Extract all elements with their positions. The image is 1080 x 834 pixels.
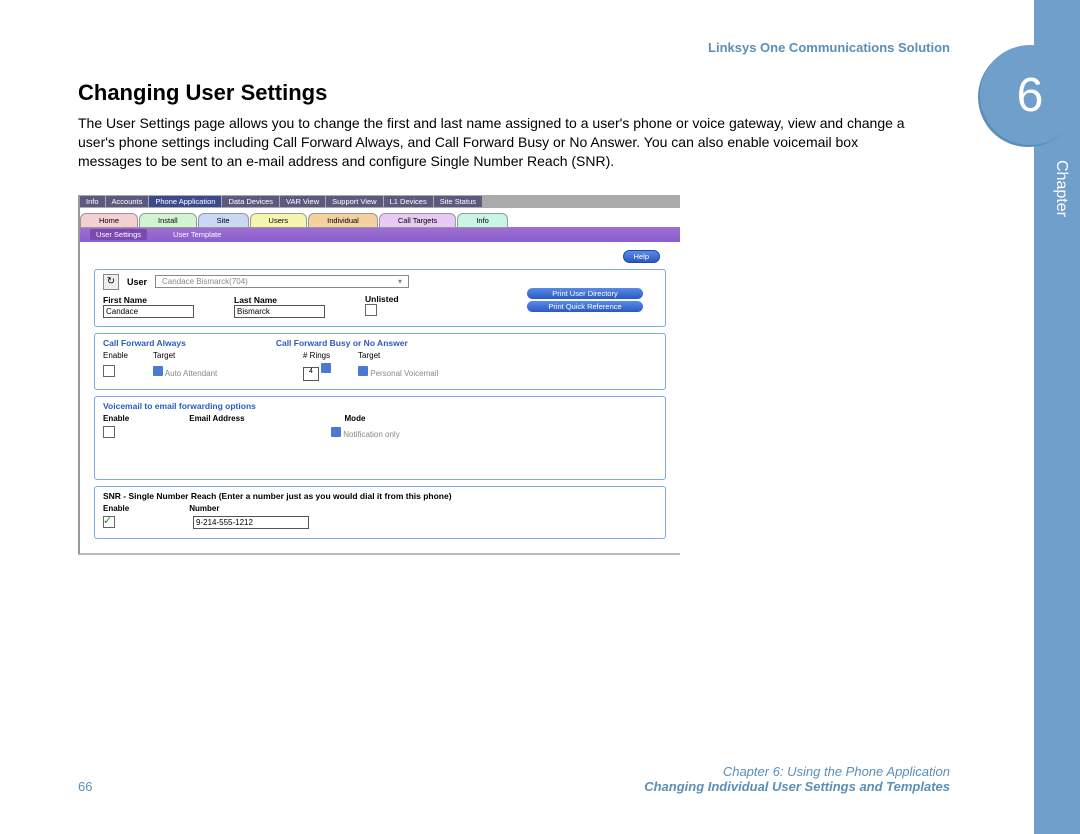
cf-always-target-value: Auto Attendant — [165, 369, 218, 378]
top-tab[interactable]: VAR View — [280, 196, 325, 207]
side-buttons: Print User Directory Print Quick Referen… — [527, 288, 643, 314]
content-area: Changing User Settings The User Settings… — [78, 80, 918, 555]
print-directory-button[interactable]: Print User Directory — [527, 288, 643, 299]
color-tab[interactable]: Individual — [308, 213, 378, 228]
snr-number-label: Number — [189, 504, 219, 513]
cf-target-label2: Target — [358, 351, 380, 360]
cf-values-row: Auto Attendant 4 Personal Voicemail — [103, 363, 657, 381]
chapter-number: 6 — [1017, 68, 1044, 123]
snr-enable-checkbox[interactable]: ✓ — [103, 516, 115, 528]
vm-mode-value: Notification only — [343, 430, 399, 439]
section-heading: Changing User Settings — [78, 80, 918, 106]
help-row: Help — [80, 242, 680, 267]
chapter-circle: 6 — [980, 45, 1080, 145]
color-tab[interactable]: Install — [139, 213, 197, 228]
first-name-label: First Name — [103, 295, 194, 305]
sub-tab[interactable]: User Template — [167, 229, 227, 240]
cf-titles: Call Forward Always Call Forward Busy or… — [103, 338, 657, 348]
vm-mode-dropdown-icon[interactable] — [331, 427, 341, 437]
doc-header: Linksys One Communications Solution — [708, 40, 950, 55]
footer-line1: Chapter 6: Using the Phone Application — [644, 764, 950, 779]
top-tab[interactable]: Data Devices — [222, 196, 279, 207]
top-tab[interactable]: Support View — [326, 196, 382, 207]
rings-value[interactable]: 4 — [303, 367, 319, 381]
help-button[interactable]: Help — [623, 250, 660, 263]
user-label: User — [127, 277, 147, 287]
snr-panel: SNR - Single Number Reach (Enter a numbe… — [94, 486, 666, 539]
cf-rings-label: # Rings — [303, 351, 338, 360]
document-page: Linksys One Communications Solution 6 Ch… — [0, 0, 1080, 834]
last-name-input[interactable] — [234, 305, 325, 318]
section-body: The User Settings page allows you to cha… — [78, 114, 918, 171]
cf-enable-label: Enable — [103, 351, 133, 360]
vm-enable-label: Enable — [103, 414, 129, 423]
embedded-screenshot: InfoAccountsPhone ApplicationData Device… — [78, 195, 680, 555]
snr-labels-row: Enable Number — [103, 504, 657, 513]
user-selected: Candace Bismarck(704) — [162, 277, 248, 286]
user-dropdown[interactable]: Candace Bismarck(704) ▾ — [155, 275, 409, 288]
cf-labels-row: Enable Target # Rings Target — [103, 351, 657, 360]
unlisted-checkbox[interactable] — [365, 304, 377, 316]
chevron-down-icon: ▾ — [398, 277, 402, 286]
call-forward-panel: Call Forward Always Call Forward Busy or… — [94, 333, 666, 390]
top-tab[interactable]: Info — [80, 196, 105, 207]
cf-always-title: Call Forward Always — [103, 338, 186, 348]
vm-values-row: Notification only — [103, 426, 657, 440]
top-tab[interactable]: L1 Devices — [384, 196, 433, 207]
cf-busy-target-value: Personal Voicemail — [370, 369, 438, 378]
unlisted-col: Unlisted — [365, 294, 399, 318]
top-tab[interactable]: Site Status — [434, 196, 482, 207]
vm-mode-label: Mode — [345, 414, 366, 423]
top-tab[interactable]: Phone Application — [149, 196, 221, 207]
vm-email-label: Email Address — [189, 414, 244, 423]
top-tab[interactable]: Accounts — [106, 196, 149, 207]
top-tab-bar: InfoAccountsPhone ApplicationData Device… — [80, 195, 680, 208]
footer-right: Chapter 6: Using the Phone Application C… — [644, 764, 950, 794]
color-tab[interactable]: Users — [250, 213, 308, 228]
snr-number-input[interactable] — [193, 516, 309, 529]
vm-enable-checkbox[interactable] — [103, 426, 115, 438]
vm-title: Voicemail to email forwarding options — [103, 401, 256, 411]
first-name-col: First Name — [103, 295, 194, 318]
cf-always-enable-checkbox[interactable] — [103, 365, 115, 377]
chapter-label: Chapter — [1052, 160, 1070, 217]
page-number: 66 — [78, 779, 92, 794]
refresh-icon[interactable]: ↻ — [103, 274, 119, 290]
color-tab[interactable]: Home — [80, 213, 138, 228]
cf-busy-target-dropdown-icon[interactable] — [358, 366, 368, 376]
color-tab[interactable]: Call Targets — [379, 213, 456, 228]
snr-enable-label: Enable — [103, 504, 129, 513]
user-panel: ↻ User Candace Bismarck(704) ▾ First Nam… — [94, 269, 666, 327]
voicemail-panel: Voicemail to email forwarding options En… — [94, 396, 666, 480]
cf-target-label: Target — [153, 351, 283, 360]
vm-labels-row: Enable Email Address Mode — [103, 414, 657, 423]
cf-busy-title: Call Forward Busy or No Answer — [276, 338, 408, 348]
footer: 66 Chapter 6: Using the Phone Applicatio… — [78, 764, 950, 794]
last-name-label: Last Name — [234, 295, 325, 305]
color-tab[interactable]: Site — [198, 213, 249, 228]
snr-title: SNR - Single Number Reach (Enter a numbe… — [103, 491, 452, 501]
print-quickref-button[interactable]: Print Quick Reference — [527, 301, 643, 312]
first-name-input[interactable] — [103, 305, 194, 318]
rings-dropdown-icon[interactable] — [321, 363, 331, 373]
sub-tab-bar: User Settings User Template — [80, 227, 680, 242]
last-name-col: Last Name — [234, 295, 325, 318]
color-tab-bar: HomeInstallSiteUsersIndividualCall Targe… — [80, 212, 680, 227]
footer-line2: Changing Individual User Settings and Te… — [644, 779, 950, 794]
cf-always-target-dropdown-icon[interactable] — [153, 366, 163, 376]
color-tab[interactable]: Info — [457, 213, 508, 228]
snr-values-row: ✓ — [103, 516, 657, 530]
unlisted-label: Unlisted — [365, 294, 399, 304]
sub-tab[interactable]: User Settings — [90, 229, 147, 240]
